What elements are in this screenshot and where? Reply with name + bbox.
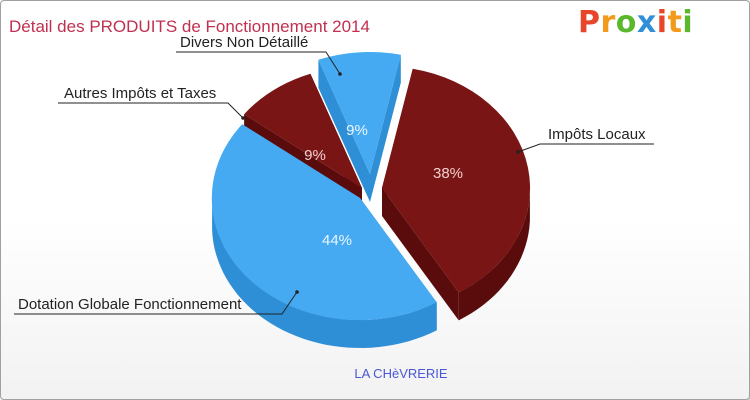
leader-line [58,102,244,119]
slice-category-label: Impôts Locaux [548,126,646,143]
proxiti-logo: Proxiti [578,5,693,40]
pie-slice [211,124,437,321]
pie-tops [211,52,531,321]
logo-letter: r [600,5,616,40]
slice-value-label: 9% [346,122,368,139]
slice-side [212,201,437,348]
leader-dot [338,72,342,76]
slice-cut-face [318,59,370,203]
pie-slice [382,68,531,293]
commune-caption: LA CHèVRERIE [354,366,448,381]
leader-dot [241,116,245,120]
leader-line [517,143,654,153]
logo-letter: i [656,5,668,40]
slice-value-label: 9% [304,147,326,164]
pie-slice [244,73,362,188]
leader-line [176,51,341,75]
slice-value-label: 38% [433,165,463,182]
leader-dot [516,150,520,154]
leader-dot [295,290,299,294]
slice-value-label: 44% [322,232,352,249]
slice-category-label: Autres Impôts et Taxes [64,85,216,102]
logo-letter: o [615,5,637,40]
logo-letter: x [636,5,657,40]
slice-category-label: Divers Non Détaillé [180,34,308,51]
logo-letter: i [682,5,694,40]
leader-line [14,291,298,315]
pie-slice [318,52,401,175]
logo-letter: t [667,5,683,40]
slice-side [458,192,530,321]
slice-cut-face [382,188,459,321]
logo-letter: P [578,5,601,40]
slice-category-label: Dotation Globale Fonctionnement [18,296,242,313]
slice-cut-face [370,54,401,203]
chart-title: Détail des PRODUITS de Fonctionnement 20… [9,17,370,36]
